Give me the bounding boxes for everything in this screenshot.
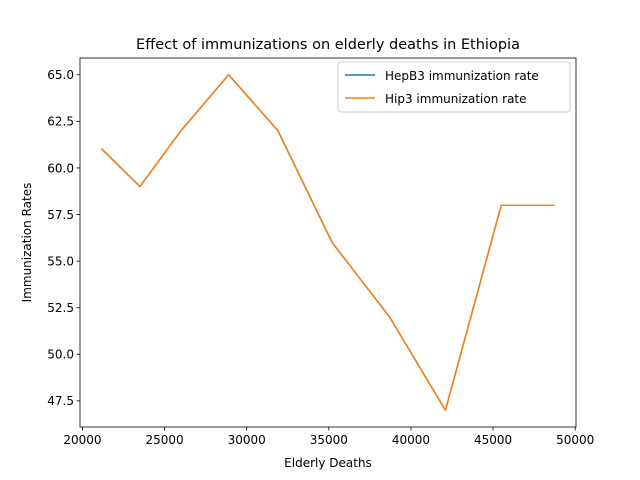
legend-label-hepb3: HepB3 immunization rate xyxy=(385,69,539,83)
x-tick-label: 20000 xyxy=(63,433,101,447)
y-tick-label: 55.0 xyxy=(47,254,74,268)
x-axis-title: Elderly Deaths xyxy=(284,456,372,470)
y-axis-ticks: 47.5 50.0 52.5 55.0 57.5 60.0 62.5 65.0 xyxy=(47,68,80,408)
x-tick-label: 50000 xyxy=(556,433,594,447)
y-tick-label: 57.5 xyxy=(47,208,74,222)
x-tick-label: 45000 xyxy=(474,433,512,447)
y-axis-title: Immunization Rates xyxy=(20,183,34,303)
y-tick-label: 62.5 xyxy=(47,115,74,129)
y-tick-label: 50.0 xyxy=(47,348,74,362)
legend-box xyxy=(337,61,571,113)
series-line-hip3 xyxy=(101,74,555,411)
x-tick-label: 25000 xyxy=(145,433,183,447)
x-tick-label: 30000 xyxy=(228,433,266,447)
y-tick-label: 47.5 xyxy=(47,394,74,408)
legend-label-hip3: Hip3 immunization rate xyxy=(385,92,527,106)
y-tick-label: 60.0 xyxy=(47,161,74,175)
x-tick-label: 40000 xyxy=(392,433,430,447)
y-tick-label: 52.5 xyxy=(47,301,74,315)
x-tick-label: 35000 xyxy=(310,433,348,447)
plot-area-frame xyxy=(79,57,577,428)
legend: HepB3 immunization rate Hip3 immunizatio… xyxy=(337,61,571,113)
chart-title: Effect of immunizations on elderly death… xyxy=(136,37,520,53)
y-tick-label: 65.0 xyxy=(47,68,74,82)
x-axis-ticks: 20000 25000 30000 35000 40000 45000 50000 xyxy=(63,427,594,447)
series-lines xyxy=(101,74,555,411)
